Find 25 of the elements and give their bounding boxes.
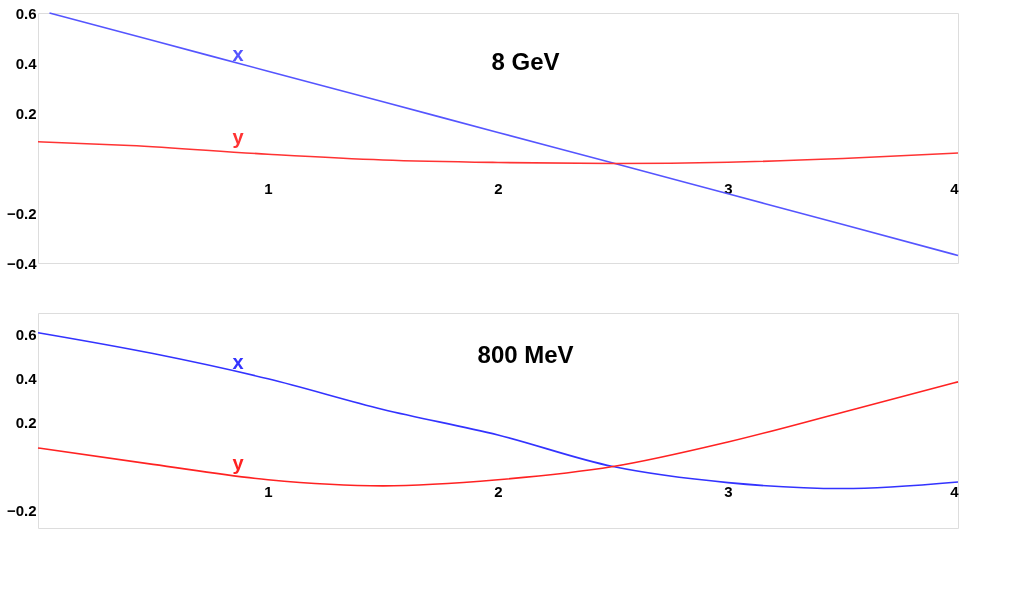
y-tick-label: 0.2 bbox=[15, 104, 37, 122]
x-tick-label: 1 bbox=[264, 179, 273, 197]
text: 800 MeV bbox=[477, 341, 574, 368]
x-tick-label: 4 bbox=[950, 483, 960, 501]
y-tick-label: 0.4 bbox=[15, 370, 38, 388]
y-tick-label: 0.2 bbox=[15, 414, 37, 432]
y-tick-label: 0.4 bbox=[15, 54, 38, 72]
x-tick-label: 3 bbox=[724, 179, 733, 197]
line-series bbox=[48, 12, 959, 257]
series-label: y bbox=[232, 451, 245, 474]
x-tick-label: 4 bbox=[950, 179, 960, 197]
series-label: x bbox=[232, 350, 244, 373]
text: 8 GeV bbox=[491, 48, 560, 75]
y-tick-label: −0.2 bbox=[6, 204, 37, 222]
x-tick-label: 2 bbox=[494, 179, 503, 197]
y-tick-label: 0.6 bbox=[15, 326, 37, 344]
series-label: x bbox=[232, 43, 244, 66]
y-tick-label: −0.2 bbox=[6, 501, 37, 519]
series-label: y bbox=[232, 126, 245, 149]
x-tick-label: 1 bbox=[264, 483, 273, 501]
x-tick-label: 2 bbox=[494, 483, 503, 501]
y-tick-label: −0.4 bbox=[6, 254, 38, 272]
line-series bbox=[37, 381, 959, 487]
y-tick-label: 0.6 bbox=[15, 4, 37, 22]
x-tick-label: 3 bbox=[724, 483, 733, 501]
